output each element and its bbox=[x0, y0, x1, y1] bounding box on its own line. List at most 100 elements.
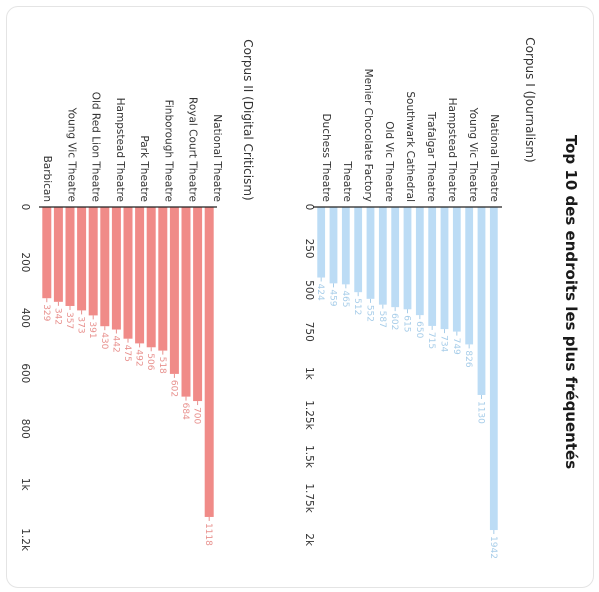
value-label: 492 bbox=[134, 349, 144, 366]
value-label: 749 bbox=[451, 338, 461, 355]
bar bbox=[88, 207, 98, 316]
value-label: 475 bbox=[122, 345, 132, 362]
value-label: 1118 bbox=[203, 523, 213, 546]
axis-tick-label: 1k bbox=[303, 367, 315, 381]
category-label: Theatre bbox=[341, 160, 353, 202]
category-label: Menier Chocolate Factory bbox=[362, 69, 374, 202]
value-label: 700 bbox=[192, 407, 202, 424]
axis-tick-label: 500 bbox=[303, 280, 315, 300]
category-label: Barbican bbox=[41, 156, 53, 202]
bar bbox=[146, 207, 156, 348]
bar bbox=[428, 207, 437, 326]
bar bbox=[452, 207, 461, 332]
axis-tick-label: 800 bbox=[19, 419, 31, 439]
panel-subtitle: Corpus I (Journalism) bbox=[523, 37, 537, 162]
bar bbox=[378, 207, 387, 305]
bar bbox=[100, 207, 110, 327]
value-label: 1130 bbox=[476, 401, 486, 424]
value-label: 684 bbox=[180, 403, 190, 420]
bar bbox=[465, 207, 474, 345]
axis-tick-label: 200 bbox=[19, 252, 31, 272]
value-label: 602 bbox=[389, 313, 399, 330]
chart-title: Top 10 des endroits les plus fréquentés bbox=[562, 135, 580, 469]
category-label: Trafalgar Theatre bbox=[425, 111, 437, 202]
bar bbox=[391, 207, 400, 308]
category-label: National Theatre bbox=[211, 114, 223, 202]
bar bbox=[123, 207, 133, 339]
axis-tick-label: 1.5k bbox=[303, 445, 315, 469]
bar bbox=[135, 207, 145, 344]
axis-tick-label: 2k bbox=[303, 533, 315, 547]
axis-tick-label: 1k bbox=[19, 478, 31, 492]
bar bbox=[42, 207, 52, 299]
bar bbox=[366, 207, 375, 299]
axis-tick-label: 750 bbox=[303, 322, 315, 342]
category-label: Young Vic Theatre bbox=[65, 107, 77, 202]
axis-tick-label: 1.2k bbox=[19, 528, 31, 552]
value-label: 715 bbox=[426, 332, 436, 349]
bar bbox=[193, 207, 203, 402]
bar bbox=[354, 207, 363, 293]
value-label: 615 bbox=[402, 315, 412, 332]
category-label: Park Theatre bbox=[138, 135, 150, 202]
value-label: 373 bbox=[76, 316, 86, 333]
value-label: 357 bbox=[64, 312, 74, 329]
category-label: Southwark Cathedral bbox=[404, 91, 416, 202]
axis-tick-label: 0 bbox=[303, 204, 315, 211]
category-label: Old Red Lion Theatre bbox=[90, 92, 102, 202]
category-label: Hampstead Theatre bbox=[446, 98, 458, 202]
panel-1: Corpus I (Journalism) 0 250 500 750 1k 1.25k 1.… bbox=[303, 37, 537, 559]
bar bbox=[204, 207, 214, 517]
value-label: 342 bbox=[52, 308, 62, 325]
value-label: 391 bbox=[87, 321, 97, 338]
bar bbox=[317, 207, 326, 278]
category-label: National Theatre bbox=[488, 114, 500, 202]
category-label: Hampstead Theatre bbox=[114, 98, 126, 202]
axis-tick-label: 1.25k bbox=[303, 400, 315, 430]
value-label: 1942 bbox=[488, 536, 498, 559]
value-label: 650 bbox=[414, 321, 424, 338]
axis-tick-label: 1.75k bbox=[303, 483, 315, 513]
chart-panels: Corpus I (Journalism) 0 250 500 750 1k 1.25k 1.… bbox=[19, 37, 537, 559]
bar bbox=[415, 207, 424, 316]
value-label: 518 bbox=[157, 357, 167, 374]
value-label: 506 bbox=[145, 353, 155, 370]
bar bbox=[77, 207, 87, 311]
value-label: 826 bbox=[463, 350, 473, 367]
bar bbox=[341, 207, 350, 285]
bar bbox=[440, 207, 449, 330]
category-label: Finborough Theatre bbox=[162, 100, 174, 202]
bar bbox=[403, 207, 412, 310]
bar bbox=[158, 207, 168, 351]
bar bbox=[169, 207, 179, 374]
axis-tick-label: 250 bbox=[303, 239, 315, 259]
panel-subtitle: Corpus II (Digital Criticism) bbox=[241, 39, 255, 201]
category-label: Young Vic Theatre bbox=[467, 107, 479, 202]
value-label: 512 bbox=[352, 298, 362, 315]
value-label: 734 bbox=[439, 335, 449, 352]
bar bbox=[181, 207, 191, 397]
value-label: 424 bbox=[315, 284, 325, 301]
value-label: 587 bbox=[377, 311, 387, 328]
bar bbox=[489, 207, 498, 531]
value-label: 329 bbox=[41, 304, 51, 321]
axis-tick-label: 600 bbox=[19, 363, 31, 383]
bar bbox=[111, 207, 121, 330]
value-label: 465 bbox=[340, 290, 350, 307]
bar bbox=[329, 207, 338, 284]
value-label: 442 bbox=[110, 336, 120, 353]
value-label: 552 bbox=[365, 305, 375, 322]
value-label: 459 bbox=[328, 289, 338, 306]
bar bbox=[53, 207, 63, 302]
panel-2: Corpus II (Digital Criticism) 0 200 400 600 8… bbox=[19, 39, 255, 552]
bar bbox=[65, 207, 75, 306]
category-label: Old Vic Theatre bbox=[383, 121, 395, 202]
category-label: Duchess Theatre bbox=[320, 113, 332, 202]
value-label: 602 bbox=[168, 380, 178, 397]
bar bbox=[477, 207, 486, 395]
category-label: Royal Court Theatre bbox=[187, 97, 199, 202]
value-label: 430 bbox=[99, 332, 109, 349]
axis-tick-label: 400 bbox=[19, 308, 31, 328]
axis-tick-label: 0 bbox=[19, 204, 31, 211]
